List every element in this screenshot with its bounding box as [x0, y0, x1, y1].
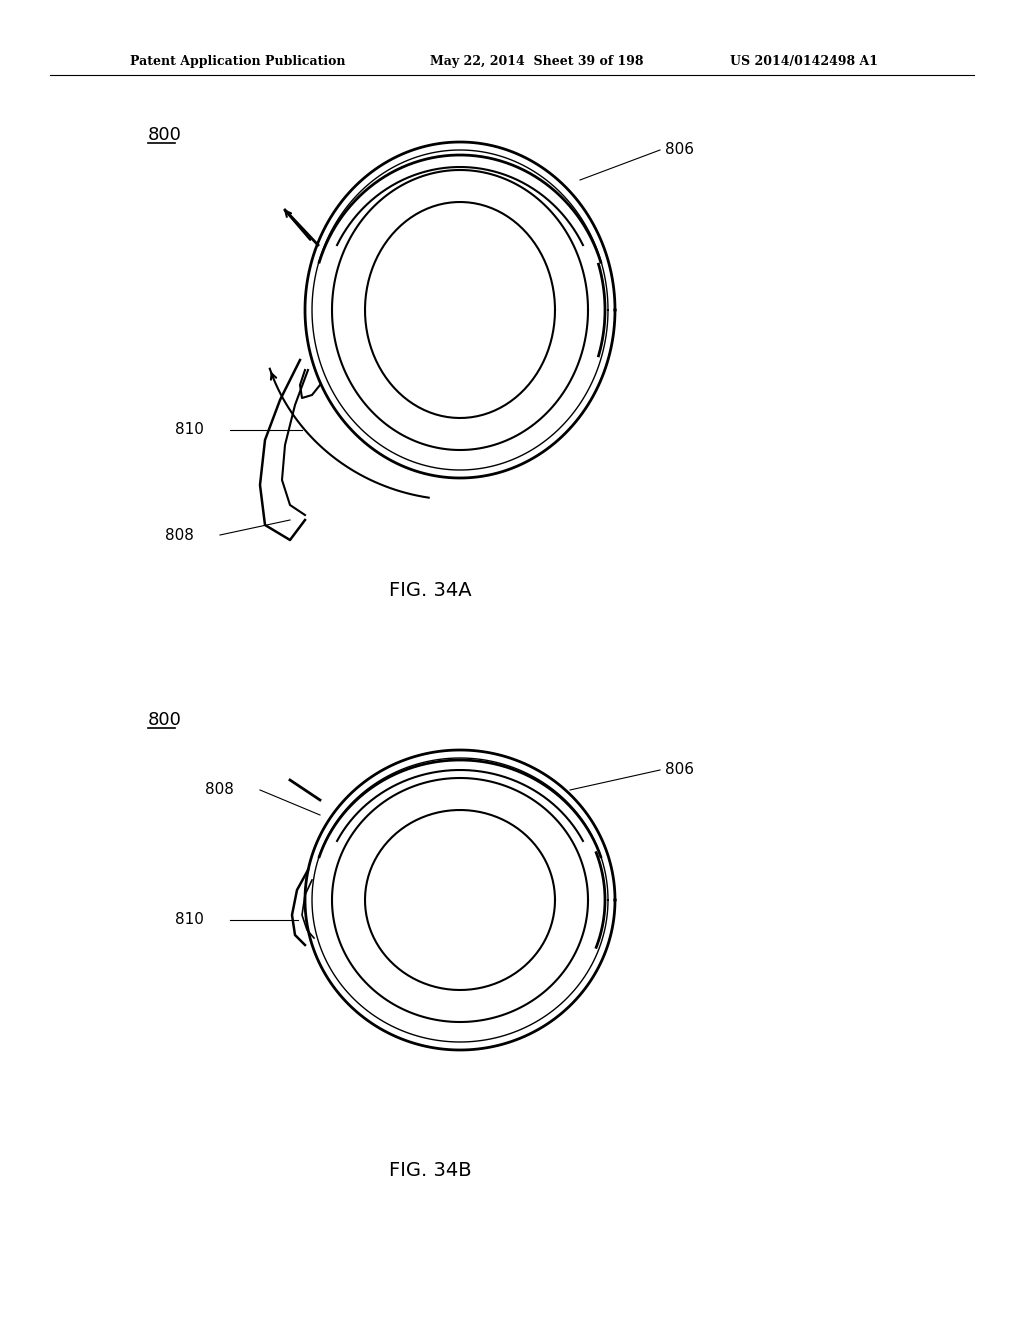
Text: US 2014/0142498 A1: US 2014/0142498 A1: [730, 55, 878, 69]
Text: 808: 808: [205, 783, 233, 797]
Text: 800: 800: [148, 711, 182, 729]
Text: 800: 800: [148, 125, 182, 144]
Text: FIG. 34B: FIG. 34B: [389, 1160, 471, 1180]
Text: Patent Application Publication: Patent Application Publication: [130, 55, 345, 69]
Text: 806: 806: [665, 143, 694, 157]
Text: 810: 810: [175, 912, 204, 928]
Text: 806: 806: [665, 763, 694, 777]
Text: 810: 810: [175, 422, 204, 437]
Text: 808: 808: [165, 528, 194, 543]
Text: May 22, 2014  Sheet 39 of 198: May 22, 2014 Sheet 39 of 198: [430, 55, 643, 69]
Text: FIG. 34A: FIG. 34A: [389, 581, 471, 599]
